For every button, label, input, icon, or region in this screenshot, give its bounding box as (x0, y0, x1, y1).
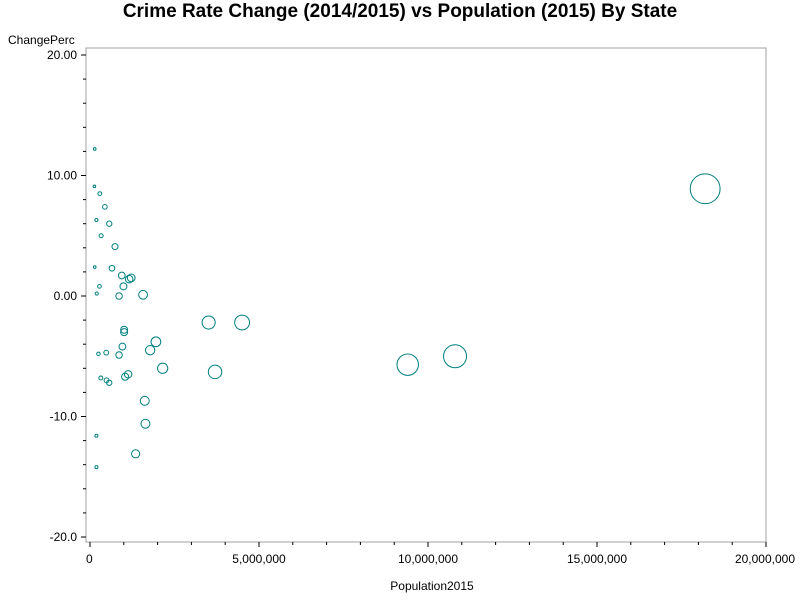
axis-ticks: -20.0 -10.0 0.00 10.00 20.00 0 5,000,000 10,000… (47, 48, 795, 566)
y-axis-label: ChangePerc (8, 33, 75, 47)
data-point (150, 336, 162, 348)
data-point (118, 342, 127, 351)
data-point (103, 349, 110, 356)
data-point (207, 364, 223, 380)
x-tick-label: 20,000,000 (735, 552, 795, 566)
data-point (157, 362, 169, 374)
data-point (131, 449, 141, 459)
data-point (138, 289, 148, 300)
data-point (139, 395, 150, 406)
data-point (92, 265, 97, 269)
data-point (126, 273, 136, 283)
data-point (144, 345, 156, 356)
data-point (120, 328, 129, 337)
y-tick-label: -10.0 (50, 410, 78, 424)
y-tick-label: 10.00 (47, 169, 77, 183)
data-point (94, 433, 99, 438)
data-point (117, 271, 126, 280)
data-point (94, 291, 99, 296)
x-tick-label: 0 (86, 552, 93, 566)
data-point (396, 353, 419, 376)
data-point (201, 315, 216, 330)
data-point (98, 233, 104, 239)
data-point (124, 274, 134, 284)
data-point (689, 173, 721, 205)
data-point (97, 284, 102, 289)
y-tick-label: -20.0 (50, 530, 78, 544)
data-point (94, 465, 99, 470)
data-point (120, 325, 129, 334)
data-point (108, 264, 116, 272)
data-point (96, 351, 101, 357)
data-point (234, 314, 251, 331)
x-tick-label: 5,000,000 (232, 552, 286, 566)
x-tick-label: 10,000,000 (398, 552, 458, 566)
data-point (115, 292, 123, 300)
data-point (140, 418, 151, 429)
data-points (92, 147, 721, 470)
data-point (92, 147, 97, 151)
data-point (119, 282, 128, 291)
data-point (121, 372, 130, 381)
data-point (115, 351, 123, 359)
data-point (97, 191, 103, 196)
data-point (106, 379, 113, 386)
data-point (92, 184, 97, 189)
data-point (94, 218, 99, 223)
data-point (111, 243, 119, 251)
x-tick-label: 15,000,000 (567, 552, 627, 566)
plot-frame (85, 47, 767, 543)
x-axis-label: Population2015 (390, 579, 474, 593)
y-tick-label: 0.00 (54, 289, 78, 303)
data-point (98, 375, 104, 381)
data-point (106, 220, 113, 227)
y-tick-label: 20.00 (47, 48, 77, 62)
data-point (443, 344, 468, 369)
data-point (102, 204, 108, 210)
plot-area (85, 47, 767, 543)
chart-title: Crime Rate Change (2014/2015) vs Populat… (122, 1, 678, 22)
